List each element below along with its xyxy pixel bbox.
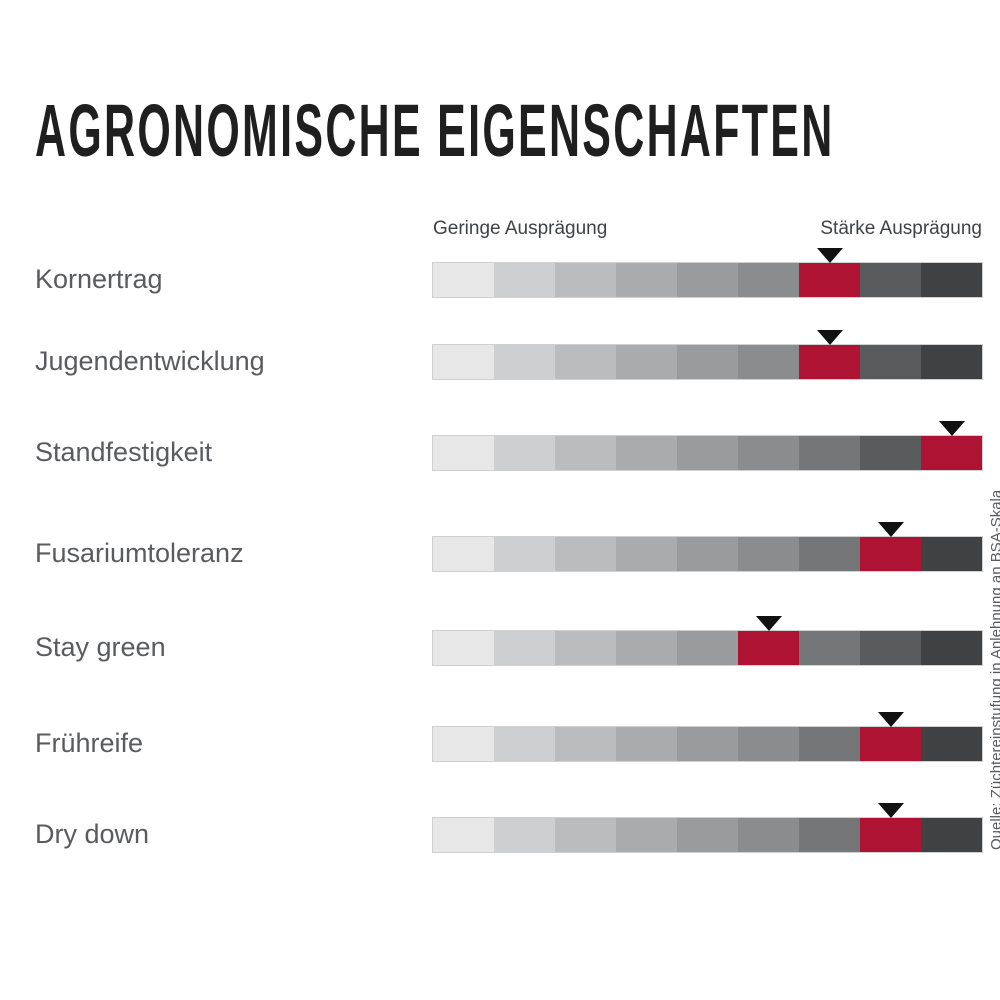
rating-segment-selected [921, 436, 982, 470]
rating-segment [738, 263, 799, 297]
rating-segment [921, 537, 982, 571]
rating-segment-selected [799, 345, 860, 379]
rating-segment [555, 263, 616, 297]
trait-label: Standfestigkeit [35, 437, 213, 467]
rating-marker-triangle-icon [877, 522, 904, 537]
rating-segment [494, 263, 555, 297]
rating-marker-triangle-icon [816, 248, 843, 263]
rating-bar [433, 522, 982, 571]
trait-label: Kornertrag [35, 264, 163, 294]
rating-segment [494, 631, 555, 665]
rating-marker-triangle-icon [938, 421, 965, 436]
rating-segment [433, 727, 494, 761]
rating-bar [433, 421, 982, 470]
rating-bar [433, 248, 982, 297]
rating-marker-triangle-icon [877, 712, 904, 727]
rating-segment-selected [799, 263, 860, 297]
rating-marker-triangle-icon [816, 330, 843, 345]
rating-segment [677, 631, 738, 665]
rating-segment [616, 345, 677, 379]
rating-segment [616, 727, 677, 761]
rating-segment [616, 818, 677, 852]
rating-marker-triangle-icon [755, 616, 782, 631]
rating-segment [860, 263, 921, 297]
rating-segment-selected [860, 818, 921, 852]
rating-segment-selected [860, 537, 921, 571]
rating-segment [433, 436, 494, 470]
rating-segment [616, 631, 677, 665]
rating-segment [555, 345, 616, 379]
rating-bar [433, 330, 982, 379]
rating-bar [433, 712, 982, 761]
rating-segment [921, 727, 982, 761]
rating-segment [616, 263, 677, 297]
rating-segment [677, 436, 738, 470]
rating-segment [494, 436, 555, 470]
rating-segment [799, 436, 860, 470]
rating-segment [738, 818, 799, 852]
rating-segment [555, 727, 616, 761]
rating-segment [921, 345, 982, 379]
rating-segment [494, 727, 555, 761]
rating-segment [799, 631, 860, 665]
rating-segment [921, 818, 982, 852]
rating-bar [433, 803, 982, 852]
page-title: AGRONOMISCHE EIGENSCHAFTEN [35, 89, 835, 172]
rating-segment [616, 537, 677, 571]
rating-segment [433, 345, 494, 379]
rating-bar [433, 616, 982, 665]
rating-segment [738, 537, 799, 571]
rating-segment [799, 537, 860, 571]
rating-segment [677, 818, 738, 852]
rating-marker-triangle-icon [877, 803, 904, 818]
rating-segment [677, 727, 738, 761]
rating-segment [799, 818, 860, 852]
rating-segment [494, 818, 555, 852]
rating-segment [860, 631, 921, 665]
rating-segment [921, 631, 982, 665]
rating-segment [738, 436, 799, 470]
rating-segment [433, 631, 494, 665]
legend-low-label: Geringe Ausprägung [433, 218, 608, 239]
trait-label: Dry down [35, 819, 150, 849]
rating-segment [555, 818, 616, 852]
rating-segment [738, 727, 799, 761]
rating-segment [616, 436, 677, 470]
rating-segment [860, 345, 921, 379]
rating-segment [860, 436, 921, 470]
rating-segment [555, 631, 616, 665]
rating-segment [433, 263, 494, 297]
source-note: Quelle: Züchtereinstufung in Anlehnung a… [988, 489, 1000, 850]
rating-segment [799, 727, 860, 761]
rating-segment [433, 537, 494, 571]
rating-segment [677, 537, 738, 571]
rating-segment [555, 436, 616, 470]
trait-label: Stay green [35, 632, 166, 662]
legend-high-label: Stärke Ausprägung [820, 218, 982, 239]
rating-segment-selected [860, 727, 921, 761]
trait-label: Jugendentwicklung [35, 346, 265, 376]
rating-segment [738, 345, 799, 379]
trait-label: Fusariumtoleranz [35, 538, 244, 568]
rating-segment [433, 818, 494, 852]
rating-segment [921, 263, 982, 297]
rating-segment [494, 537, 555, 571]
rating-segment [677, 263, 738, 297]
rating-segment [555, 537, 616, 571]
rating-segment [677, 345, 738, 379]
trait-label: Frühreife [35, 728, 144, 758]
rating-segment [494, 345, 555, 379]
rating-segment-selected [738, 631, 799, 665]
